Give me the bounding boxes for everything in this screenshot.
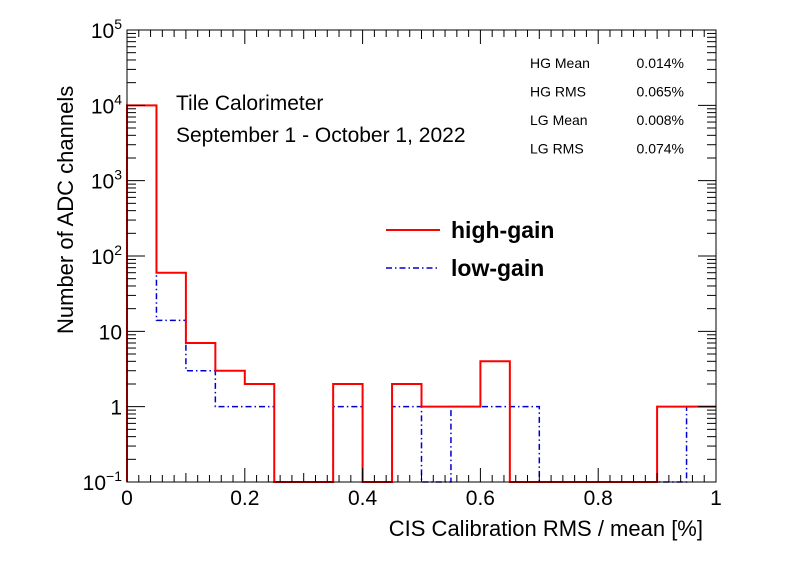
x-tick-label: 0	[121, 487, 133, 510]
x-tick-label: 0.6	[466, 487, 495, 510]
legend: high-gain low-gain	[386, 217, 554, 281]
x-tick-label: 0.4	[348, 487, 378, 510]
stat-label: HG Mean	[530, 55, 590, 71]
stat-value: 0.065%	[637, 84, 684, 100]
legend-label-high-gain: high-gain	[451, 217, 554, 243]
annotation-title-line1: Tile Calorimeter	[176, 92, 323, 115]
y-tick-label: 1	[110, 397, 122, 420]
y-axis-title: Number of ADC channels	[53, 86, 78, 334]
y-tick-label: 102	[91, 242, 122, 269]
y-tick-label: 103	[91, 167, 122, 194]
x-tick-label: 1	[710, 487, 722, 510]
x-axis-title: CIS Calibration RMS / mean [%]	[389, 516, 703, 541]
stat-label: HG RMS	[530, 84, 586, 100]
stat-value: 0.008%	[637, 112, 684, 128]
x-tick-label: 0.8	[584, 487, 613, 510]
stat-value: 0.074%	[637, 141, 684, 157]
y-tick-label: 10	[99, 321, 122, 344]
legend-label-low-gain: low-gain	[451, 255, 544, 281]
x-tick-label: 0.2	[230, 487, 259, 510]
annotation-title-line2: September 1 - October 1, 2022	[176, 124, 466, 147]
y-tick-label: 104	[91, 91, 122, 118]
axes-layer	[126, 29, 717, 483]
stat-label: LG Mean	[530, 112, 588, 128]
y-tick-label: 10−1	[83, 468, 123, 495]
stats-box: HG Mean 0.014% HG RMS 0.065% LG Mean 0.008% LG…	[530, 55, 684, 157]
stat-label: LG RMS	[530, 141, 584, 157]
y-tick-label: 105	[91, 16, 122, 43]
stat-value: 0.014%	[637, 55, 684, 71]
